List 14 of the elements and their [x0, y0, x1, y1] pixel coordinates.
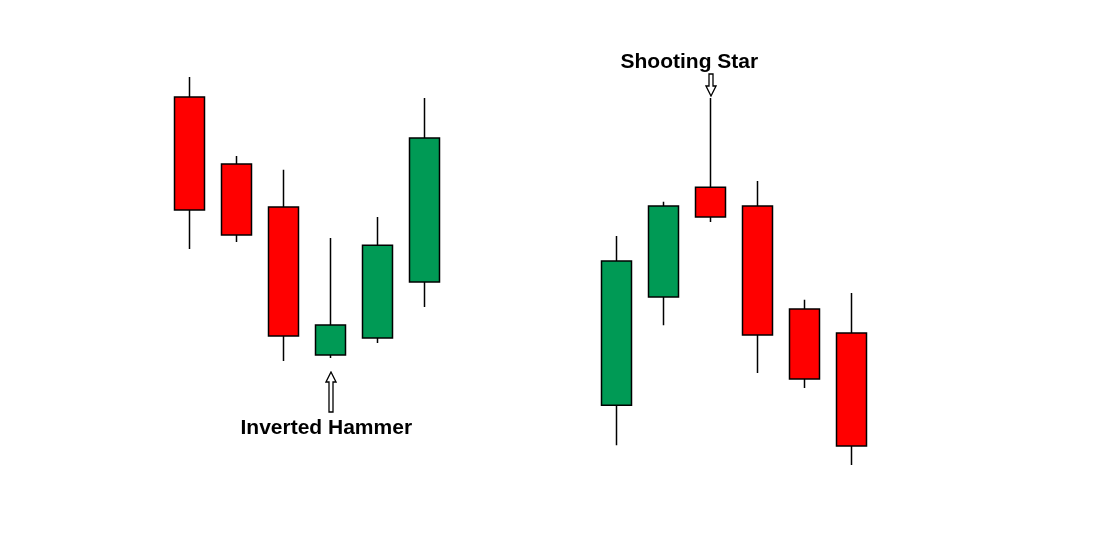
candlestick — [314, 237, 347, 359]
candlestick — [600, 235, 633, 446]
candlestick — [694, 97, 727, 223]
candlestick — [788, 299, 821, 389]
candlestick — [173, 76, 206, 250]
candlestick — [408, 97, 441, 308]
candlestick — [741, 180, 774, 374]
candlestick — [220, 155, 253, 243]
candlestick — [647, 201, 680, 326]
candlestick — [835, 292, 868, 466]
candlestick — [267, 169, 300, 362]
text: Inverted Hammer — [240, 414, 413, 438]
text: Shooting Star — [620, 49, 759, 72]
candlestick — [361, 216, 394, 344]
